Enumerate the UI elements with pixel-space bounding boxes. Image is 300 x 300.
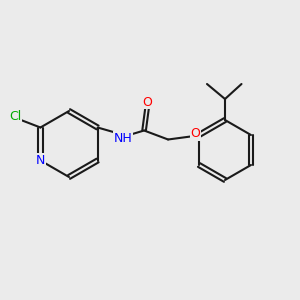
- Text: Cl: Cl: [9, 110, 21, 124]
- Text: O: O: [190, 127, 200, 140]
- Text: NH: NH: [114, 131, 133, 145]
- Text: N: N: [36, 154, 45, 167]
- Text: O: O: [142, 95, 152, 109]
